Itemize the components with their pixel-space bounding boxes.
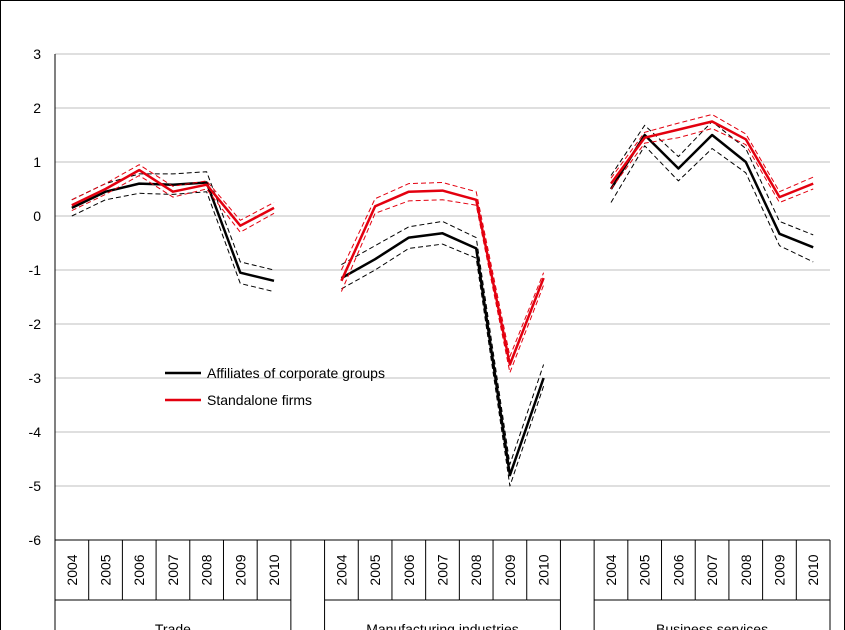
y-tick-label: 1 [33, 154, 41, 170]
x-tick-label: 2005 [98, 554, 114, 585]
x-tick-label: 2006 [131, 554, 147, 585]
x-tick-label: 2004 [333, 554, 349, 585]
x-tick-label: 2007 [165, 554, 181, 585]
group-label: Trade [155, 621, 191, 630]
x-tick-label: 2009 [502, 554, 518, 585]
y-tick-label: -1 [29, 262, 42, 278]
x-tick-label: 2009 [232, 554, 248, 585]
legend-label: Affiliates of corporate groups [207, 365, 385, 381]
x-tick-label: 2008 [468, 554, 484, 585]
band-upper [71, 121, 814, 465]
y-tick-label: -5 [29, 478, 42, 494]
x-tick-label: 2005 [637, 554, 653, 585]
y-tick-label: -4 [29, 424, 42, 440]
x-tick-label: 2007 [435, 554, 451, 585]
band-upper [71, 114, 814, 357]
x-tick-label: 2010 [266, 554, 282, 585]
series-line [71, 133, 814, 477]
group-label: Business services [656, 621, 768, 630]
band-lower [71, 128, 814, 374]
y-tick-label: -2 [29, 316, 42, 332]
legend-label: Standalone firms [207, 392, 312, 408]
x-tick-label: 2007 [704, 554, 720, 585]
x-tick-label: 2008 [199, 554, 215, 585]
band-lower [71, 145, 814, 487]
series-line [71, 120, 814, 366]
y-tick-label: 0 [33, 208, 41, 224]
y-tick-label: 2 [33, 100, 41, 116]
x-tick-label: 2004 [64, 554, 80, 585]
group-label: Manufacturing industries [366, 621, 519, 630]
x-tick-label: 2006 [401, 554, 417, 585]
x-tick-label: 2009 [771, 554, 787, 585]
x-tick-label: 2006 [670, 554, 686, 585]
x-tick-label: 2010 [805, 554, 821, 585]
y-tick-label: -3 [29, 370, 42, 386]
y-tick-label: -6 [29, 532, 42, 548]
x-tick-label: 2008 [738, 554, 754, 585]
x-tick-label: 2010 [536, 554, 552, 585]
y-tick-label: 3 [33, 46, 41, 62]
x-tick-label: 2004 [603, 554, 619, 585]
x-tick-label: 2005 [367, 554, 383, 585]
